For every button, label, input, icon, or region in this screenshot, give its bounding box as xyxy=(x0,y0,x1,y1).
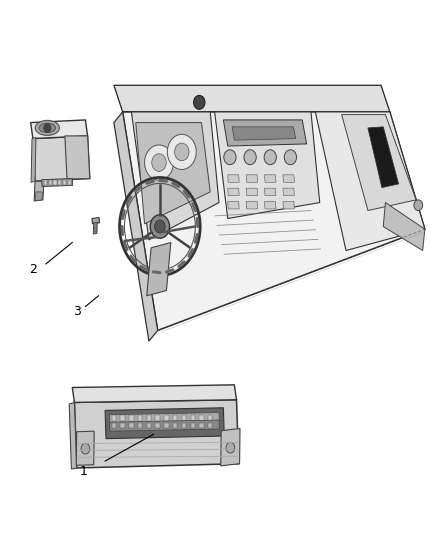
Circle shape xyxy=(264,150,276,165)
Polygon shape xyxy=(228,188,239,196)
Polygon shape xyxy=(110,420,219,431)
Polygon shape xyxy=(223,120,307,146)
Polygon shape xyxy=(208,423,212,428)
Circle shape xyxy=(414,200,423,211)
Circle shape xyxy=(167,134,196,169)
Polygon shape xyxy=(63,180,66,185)
Polygon shape xyxy=(182,423,186,428)
Circle shape xyxy=(150,215,170,238)
Polygon shape xyxy=(49,180,52,185)
Circle shape xyxy=(244,150,256,165)
Polygon shape xyxy=(342,115,416,211)
Polygon shape xyxy=(34,181,44,201)
Circle shape xyxy=(81,443,90,454)
Polygon shape xyxy=(182,415,186,421)
Polygon shape xyxy=(35,192,43,201)
Ellipse shape xyxy=(35,120,60,135)
Polygon shape xyxy=(283,188,294,196)
Polygon shape xyxy=(93,222,97,234)
Polygon shape xyxy=(105,408,224,439)
Polygon shape xyxy=(138,423,142,428)
Polygon shape xyxy=(138,415,142,421)
Ellipse shape xyxy=(39,123,56,133)
Polygon shape xyxy=(368,127,399,188)
Polygon shape xyxy=(44,180,47,185)
Polygon shape xyxy=(215,112,320,219)
Circle shape xyxy=(194,95,205,109)
Polygon shape xyxy=(114,85,390,112)
Polygon shape xyxy=(136,123,210,224)
Polygon shape xyxy=(129,423,134,428)
Polygon shape xyxy=(123,112,425,330)
Polygon shape xyxy=(69,402,77,469)
Circle shape xyxy=(224,150,236,165)
Polygon shape xyxy=(155,423,160,428)
Circle shape xyxy=(284,150,297,165)
Polygon shape xyxy=(114,112,158,341)
Polygon shape xyxy=(228,175,239,182)
Polygon shape xyxy=(147,415,151,421)
Polygon shape xyxy=(173,415,177,421)
Polygon shape xyxy=(246,188,258,196)
Polygon shape xyxy=(155,415,160,421)
Polygon shape xyxy=(228,201,239,209)
Polygon shape xyxy=(74,400,239,468)
Polygon shape xyxy=(208,415,212,421)
Polygon shape xyxy=(221,429,240,466)
Polygon shape xyxy=(147,423,151,428)
Polygon shape xyxy=(191,415,195,421)
Circle shape xyxy=(44,124,51,132)
Polygon shape xyxy=(315,112,425,251)
Polygon shape xyxy=(164,423,169,428)
Polygon shape xyxy=(31,120,88,139)
Polygon shape xyxy=(110,413,219,423)
Polygon shape xyxy=(383,203,425,251)
Polygon shape xyxy=(199,415,204,421)
Circle shape xyxy=(152,154,166,172)
Polygon shape xyxy=(147,243,171,296)
Polygon shape xyxy=(283,175,294,182)
Polygon shape xyxy=(31,138,36,182)
Polygon shape xyxy=(283,201,294,209)
Polygon shape xyxy=(53,180,57,185)
Polygon shape xyxy=(265,175,276,182)
Circle shape xyxy=(155,220,165,233)
Polygon shape xyxy=(92,217,99,224)
Circle shape xyxy=(174,143,189,161)
Polygon shape xyxy=(191,423,195,428)
Polygon shape xyxy=(173,423,177,428)
Text: 3: 3 xyxy=(73,305,81,318)
Polygon shape xyxy=(246,201,258,209)
Polygon shape xyxy=(72,385,237,402)
Polygon shape xyxy=(68,180,71,185)
Polygon shape xyxy=(120,415,125,421)
Polygon shape xyxy=(265,188,276,196)
Polygon shape xyxy=(42,179,73,187)
Polygon shape xyxy=(199,423,204,428)
Polygon shape xyxy=(232,127,296,140)
Polygon shape xyxy=(164,415,169,421)
Polygon shape xyxy=(76,431,94,465)
Polygon shape xyxy=(120,423,125,428)
Circle shape xyxy=(226,442,235,453)
Polygon shape xyxy=(33,136,90,181)
Polygon shape xyxy=(131,112,219,240)
Polygon shape xyxy=(58,180,61,185)
Polygon shape xyxy=(112,423,116,428)
Text: 1: 1 xyxy=(79,465,87,478)
Circle shape xyxy=(145,145,173,180)
Polygon shape xyxy=(246,175,258,182)
Polygon shape xyxy=(265,201,276,209)
Polygon shape xyxy=(65,136,90,179)
Polygon shape xyxy=(129,415,134,421)
Text: 2: 2 xyxy=(29,263,37,276)
Polygon shape xyxy=(112,415,116,421)
